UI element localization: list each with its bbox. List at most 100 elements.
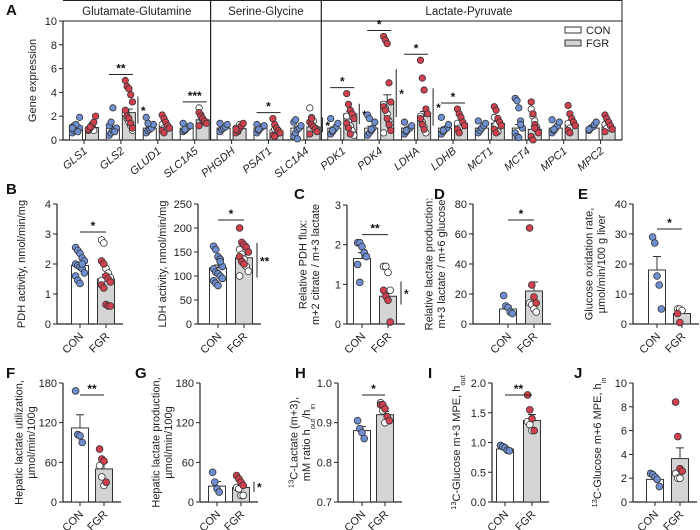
fgr-point-red	[527, 98, 535, 106]
con-point	[505, 447, 514, 455]
significance-label: *	[91, 219, 96, 233]
x-category-label: FGR	[515, 331, 540, 356]
fgr-point-red	[384, 296, 392, 305]
y-tick-label: 0.7	[317, 497, 332, 509]
con-point	[353, 260, 362, 269]
y-tick-label: 3	[335, 200, 341, 212]
con-point	[402, 126, 410, 135]
con-point	[650, 239, 659, 247]
fgr-point-red	[307, 114, 316, 123]
y-tick-label: 0	[51, 497, 57, 509]
sex-difference-label: *	[141, 104, 146, 118]
fgr-point-red	[386, 318, 395, 326]
group-header: Lactate-Pyruvate	[425, 6, 512, 18]
gene-label: GLUD1	[128, 145, 164, 178]
sex-difference-label: *	[325, 119, 330, 133]
y-axis-label-line: µmol/min/100 g liver	[596, 214, 608, 313]
x-category-label: CON	[342, 509, 368, 530]
fgr-point-red	[566, 129, 574, 137]
significance-label: *	[266, 100, 271, 114]
fgr-point-red	[100, 457, 108, 465]
y-tick-label: 0	[621, 319, 627, 331]
y-tick-label: 10	[615, 289, 627, 301]
y-tick-label: 0	[186, 319, 192, 331]
fgr-point-red	[416, 56, 425, 64]
bar	[376, 414, 394, 503]
y-axis-label-segment: LDH activity, nmol/min/mg	[157, 201, 169, 328]
y-axis-label-line: PDH activity, nmol/min/mg	[16, 200, 28, 328]
con-point	[371, 118, 379, 126]
con-point	[653, 272, 661, 280]
y-axis-label-segment: µmol/min/100g	[163, 406, 175, 478]
fgr-point-open	[306, 104, 314, 112]
x-category-label: FGR	[513, 509, 538, 530]
con-point	[655, 482, 664, 491]
significance-label: ***	[188, 89, 202, 103]
con-point	[334, 119, 342, 127]
con-point	[76, 113, 84, 121]
con-point	[353, 416, 362, 425]
fgr-point-open	[244, 267, 253, 276]
y-axis-label-line: 13C-Glucose m+3 MPE, hout	[449, 374, 467, 510]
con-point	[107, 118, 115, 126]
sex-difference-label: **	[260, 254, 270, 268]
y-tick-label: 60	[45, 457, 57, 469]
panel-label: C	[294, 186, 305, 203]
fgr-point-red	[418, 74, 426, 82]
con-point	[71, 387, 80, 395]
con-point	[223, 120, 231, 129]
fgr-point-open	[384, 268, 392, 277]
gene-label: PDK1	[318, 145, 348, 173]
con-point	[499, 291, 508, 300]
fgr-point-red	[202, 119, 210, 127]
fgr-point-open	[676, 474, 684, 483]
y-tick-label: 2	[621, 473, 627, 485]
gene-label: SLC1A5	[162, 145, 202, 181]
con-point	[78, 438, 86, 447]
x-category-label: CON	[197, 509, 223, 530]
gene-label: MPC1	[539, 145, 570, 174]
panel-label: I	[428, 365, 432, 382]
con-point	[474, 117, 482, 125]
con-point	[215, 488, 224, 496]
con-point	[293, 135, 301, 143]
gene-label: MCT1	[465, 145, 496, 173]
significance-label: *	[377, 17, 382, 31]
significance-label: **	[116, 62, 126, 76]
con-point	[186, 122, 194, 130]
x-category-label: CON	[342, 331, 368, 357]
con-point	[548, 116, 556, 124]
y-tick-label: 3	[45, 229, 51, 241]
y-axis-label: PDH activity, nmol/min/mg	[16, 200, 28, 328]
y-tick-label: 120	[176, 418, 194, 430]
x-category-label: FGR	[369, 331, 394, 356]
legend-label-con: CON	[586, 25, 611, 37]
fgr-point-red	[571, 122, 579, 130]
y-axis-label: Hepatic lactate production,µmol/min/100g	[151, 377, 176, 507]
y-tick-label: 4	[621, 449, 627, 461]
y-axis-label: LDH activity, nmol/min/mg	[157, 201, 169, 328]
x-category-label: FGR	[661, 509, 686, 530]
y-axis-label-segment: C-Glucose m+6 MPE, h	[592, 383, 604, 499]
y-tick-label: 2.0	[471, 378, 486, 390]
fgr-point-red	[528, 414, 536, 423]
fgr-point-red	[160, 129, 168, 137]
y-tick-label: 1.5	[471, 408, 486, 420]
fgr-point-red	[601, 128, 609, 136]
y-axis-label-line: Relative PDH flux:	[298, 220, 310, 309]
con-point	[439, 126, 447, 135]
gene-label: PHGDH	[199, 145, 237, 180]
y-axis-label: Hepatic lactate utilization,µmol/min/100…	[14, 380, 39, 505]
y-axis-label-segment: 13	[449, 501, 458, 509]
y-tick-label: 180	[39, 378, 57, 390]
y-axis-label-segment: Glucose oxidation rate,	[584, 208, 596, 321]
fgr-point-red	[492, 129, 500, 137]
con-point	[592, 118, 600, 126]
fgr-point-red	[383, 40, 391, 48]
panel-label: A	[6, 2, 17, 19]
fgr-point-red	[529, 136, 537, 144]
significance-label: *	[371, 382, 376, 396]
fgr-point-red	[102, 478, 110, 486]
fgr-point-red	[381, 404, 389, 413]
x-category-label: FGR	[85, 509, 110, 530]
